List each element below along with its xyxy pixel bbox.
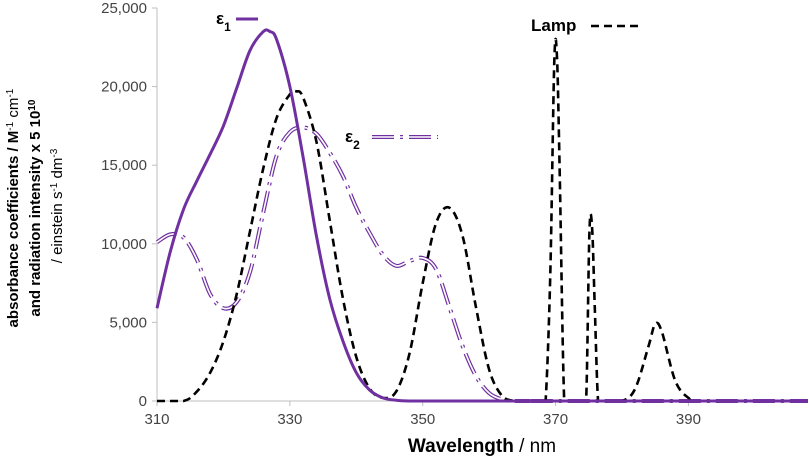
legend-ε1-label: ε1 [216, 9, 231, 34]
y-title-line-3: / einstein s-1 dm-3 [49, 148, 67, 263]
x-tick-labels: 310 330 350 370 390 [144, 401, 701, 428]
series-ε2-line-inner [156, 126, 808, 402]
legend-ε1-label-main: ε [216, 9, 224, 28]
y-title-line-2-sup1: 10 [27, 99, 38, 111]
y-title-line-2: and radiation intensity x 5 1010 [27, 99, 45, 316]
x-axis-title-bold: Wavelength [408, 436, 514, 457]
y-title-line-1-sup2: -1 [5, 88, 16, 97]
y-title-line-1-main: absorbance coefficients / M [5, 131, 22, 328]
y-title-line-3-sup1: -1 [49, 182, 60, 191]
y-title-line-1-mid: cm [5, 98, 22, 122]
y-tick-label: 25,000 [101, 0, 147, 17]
series-layer [155, 28, 808, 404]
series-ε2-line [155, 125, 808, 404]
x-axis-title: Wavelength / nm [408, 436, 556, 457]
y-title-line-1: absorbance coefficients / M-1 cm-1 [5, 88, 23, 327]
y-title-line-2-main: and radiation intensity x 5 10 [27, 111, 44, 317]
y-tick-label: 0 [139, 393, 147, 410]
y-tick-label: 10,000 [101, 236, 147, 253]
x-axis-title-unit: / nm [514, 436, 556, 457]
x-tick-label: 390 [676, 411, 701, 428]
legend-ε2-label-sub: 2 [353, 138, 360, 152]
legend-lamp-label-main: Lamp [531, 16, 576, 35]
legend-lamp-label: Lamp [531, 16, 576, 35]
legend-ε2-label: ε2 [345, 127, 360, 152]
x-tick-label: 310 [144, 411, 169, 428]
y-tick-label: 5,000 [109, 314, 147, 331]
y-title-line-1-sup1: -1 [5, 121, 16, 130]
legend-ε2-label-main: ε [345, 127, 353, 146]
legend-ε1-label-sub: 1 [224, 20, 231, 34]
x-tick-label: 350 [410, 411, 435, 428]
y-title-line-3-sup2: -3 [49, 148, 60, 157]
y-title-line-3-mid: dm [49, 158, 66, 183]
series-lamp-line [157, 37, 808, 403]
x-tick-label: 330 [277, 411, 302, 428]
y-axis-title: absorbance coefficients / M-1 cm-1 and r… [5, 85, 67, 328]
y-tick-labels: 0 5,000 10,000 15,000 20,000 25,000 [101, 0, 157, 410]
y-tick-label: 20,000 [101, 79, 147, 96]
y-tick-label: 15,000 [101, 157, 147, 174]
x-tick-label: 370 [543, 411, 568, 428]
series-ε1-line [155, 28, 808, 403]
y-title-line-3-main: / einstein s [49, 192, 66, 264]
